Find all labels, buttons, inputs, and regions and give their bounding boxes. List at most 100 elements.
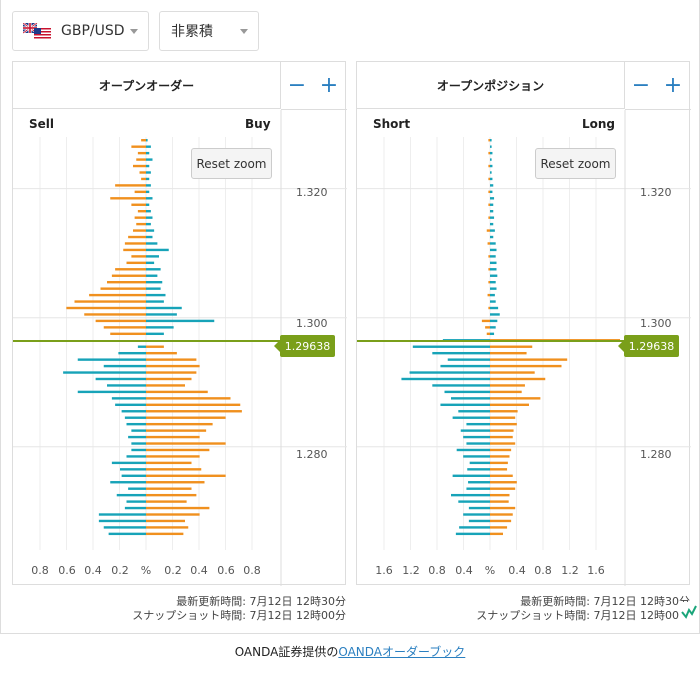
bar	[126, 422, 146, 426]
widget-frame: GBP/USD 非累積 オープンオーダー − + Sell Buy Reset …	[0, 0, 700, 634]
bar	[146, 481, 205, 484]
bar	[490, 364, 562, 368]
bar	[146, 390, 208, 394]
bar	[126, 261, 146, 265]
bar	[146, 493, 197, 497]
bar	[146, 526, 189, 529]
bar	[126, 500, 146, 503]
position-book-panel: オープンポジション − + Short Long Reset zoom 1.32…	[356, 61, 691, 586]
bar	[131, 203, 146, 206]
bar	[66, 306, 146, 310]
bar	[146, 177, 150, 181]
bar	[115, 184, 146, 187]
bar	[490, 435, 513, 439]
bar	[146, 158, 153, 161]
zoom-in-button[interactable]: +	[663, 73, 683, 98]
bar	[432, 384, 490, 387]
bar	[146, 190, 150, 194]
bar	[468, 506, 490, 510]
bar	[490, 532, 503, 536]
bar	[488, 255, 490, 258]
bar	[146, 351, 177, 355]
bar	[110, 197, 146, 200]
oanda-order-book-link[interactable]: OANDAオーダーブック	[338, 645, 466, 659]
mode-select[interactable]: 非累積	[159, 11, 259, 51]
bar	[146, 455, 200, 458]
bar	[118, 351, 146, 355]
bar	[146, 203, 150, 206]
bar	[490, 390, 522, 394]
x-tick-label: 0.6	[58, 564, 76, 577]
bar	[146, 242, 158, 245]
bar	[487, 242, 490, 245]
bar	[490, 274, 498, 277]
currency-pair-select[interactable]: GBP/USD	[12, 11, 149, 51]
bar	[490, 429, 514, 432]
bar	[103, 364, 146, 368]
bar	[409, 371, 490, 374]
bar	[490, 255, 496, 258]
bar	[146, 364, 200, 368]
footer-credit: OANDA証券提供のOANDAオーダーブック	[0, 643, 700, 660]
reset-zoom-button[interactable]: Reset zoom	[535, 148, 616, 179]
zoom-out-button[interactable]: −	[631, 73, 651, 98]
bar	[486, 332, 490, 336]
bar	[146, 313, 177, 316]
y-tick-label: 1.320	[296, 186, 328, 199]
bar	[120, 468, 146, 471]
bar	[146, 197, 153, 200]
bar	[488, 306, 490, 310]
x-tick-label: 0.4	[190, 564, 208, 577]
bar	[444, 390, 490, 394]
currency-pair-label: GBP/USD	[61, 23, 125, 39]
bar	[89, 293, 146, 297]
bar	[490, 158, 492, 161]
bar	[490, 474, 513, 477]
zoom-in-button[interactable]: +	[319, 73, 339, 98]
bar	[490, 358, 568, 361]
bar	[490, 487, 516, 490]
chevron-down-icon	[130, 29, 138, 34]
bar	[146, 171, 151, 174]
bar	[146, 474, 226, 477]
bar	[124, 242, 146, 245]
mode-label: 非累積	[171, 24, 213, 40]
order-book-chart	[13, 110, 347, 586]
bar	[490, 248, 497, 252]
bar	[488, 177, 490, 181]
bar	[146, 216, 153, 219]
bar	[481, 319, 490, 323]
bar	[108, 532, 146, 536]
bar	[146, 384, 185, 387]
bar	[116, 493, 146, 497]
y-tick-label: 1.300	[296, 317, 328, 330]
order-panel-title: オープンオーダー	[13, 62, 281, 109]
y-tick-label: 1.320	[640, 186, 672, 199]
bar	[137, 151, 146, 155]
bar	[490, 410, 518, 413]
reset-zoom-button[interactable]: Reset zoom	[191, 148, 272, 179]
bar	[146, 487, 192, 490]
bar	[95, 377, 146, 381]
bar	[146, 145, 151, 148]
x-tick-label: 1.2	[561, 564, 579, 577]
bar	[490, 513, 513, 516]
last-updated-text: 最新更新時間: 7月12日 12時30分	[176, 595, 346, 608]
bar	[490, 461, 508, 465]
bar	[488, 216, 490, 219]
header-divider	[281, 109, 347, 110]
bar	[490, 377, 546, 381]
bar	[456, 448, 490, 452]
bar	[451, 493, 490, 497]
x-tick-label: 0.2	[111, 564, 129, 577]
bar	[124, 416, 146, 419]
zoom-out-button[interactable]: −	[287, 73, 307, 98]
bar	[111, 397, 146, 400]
bar	[490, 184, 494, 187]
bar	[447, 358, 490, 361]
x-tick-label: 0.2	[164, 564, 182, 577]
bar	[490, 403, 529, 407]
bar	[490, 481, 517, 484]
bar	[440, 364, 490, 368]
short-label: Short	[373, 117, 411, 131]
